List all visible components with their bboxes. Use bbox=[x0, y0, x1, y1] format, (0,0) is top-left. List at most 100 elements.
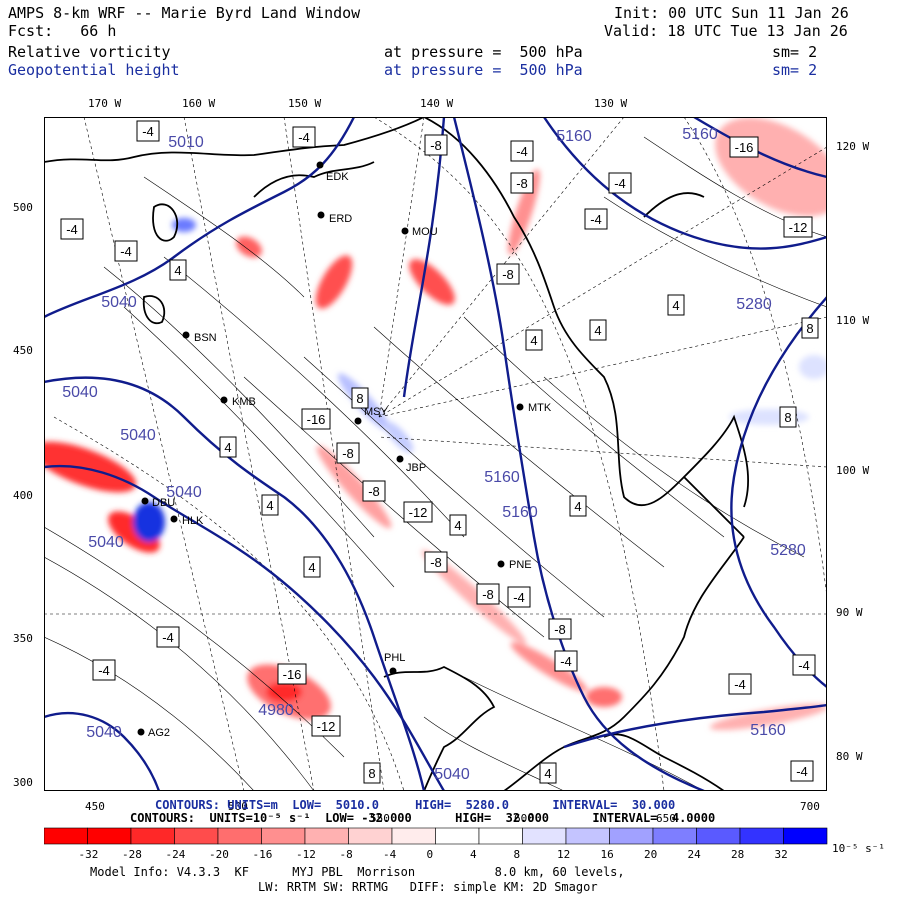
height-label: 5040 bbox=[62, 384, 98, 401]
colorbar-swatch bbox=[130, 827, 175, 845]
vort-label: -4 bbox=[796, 764, 808, 779]
colorbar-swatch bbox=[609, 827, 654, 845]
vort-label: -16 bbox=[283, 667, 302, 682]
colorbar-swatch bbox=[478, 827, 523, 845]
colorbar-tick-label: -16 bbox=[252, 848, 273, 861]
vort-label: -4 bbox=[513, 590, 525, 605]
colorbar-tick-label: -32 bbox=[78, 848, 99, 861]
forecast-hour: Fcst: 66 h bbox=[8, 22, 117, 40]
vort-label: -4 bbox=[120, 244, 132, 259]
vort-label: 8 bbox=[356, 391, 363, 406]
height-label: 5040 bbox=[86, 724, 122, 741]
height-contours bbox=[44, 117, 827, 791]
vort-label: -4 bbox=[560, 654, 572, 669]
vort-label: -4 bbox=[516, 144, 528, 159]
vort-label: -4 bbox=[614, 176, 626, 191]
height-label: 5160 bbox=[682, 126, 718, 143]
station-label: MOU bbox=[412, 226, 438, 238]
height-label: 5280 bbox=[736, 296, 772, 313]
y-tick-label: 450 bbox=[13, 344, 33, 357]
colorbar-swatch bbox=[261, 827, 306, 845]
vort-label: -4 bbox=[66, 222, 78, 237]
vort-label: 8 bbox=[368, 766, 375, 781]
station-label: AG2 bbox=[148, 727, 170, 739]
top-lon-label: 170 W bbox=[88, 97, 122, 110]
height-label: 5010 bbox=[168, 134, 204, 151]
height-label: 4980 bbox=[258, 702, 294, 719]
vort-label: -12 bbox=[789, 220, 808, 235]
colorbar-swatch bbox=[522, 827, 567, 845]
field2-level: at pressure = 500 hPa bbox=[384, 61, 583, 79]
stations: EDK ERD MOU BSN KMB MSY JBP MTK DBU HLK … bbox=[137, 161, 552, 739]
x-tick-label: 500 bbox=[228, 800, 248, 813]
vort-label: -8 bbox=[342, 446, 354, 461]
physics-info: LW: RRTM SW: RRTMG DIFF: simple KM: 2D S… bbox=[258, 880, 598, 894]
colorbar-tick-label: -8 bbox=[339, 848, 353, 861]
colorbar-tick-label: 0 bbox=[426, 848, 434, 861]
product-title: AMPS 8-km WRF -- Marie Byrd Land Window bbox=[8, 4, 361, 22]
colorbar-unit: 10⁻⁵ s⁻¹ bbox=[832, 842, 885, 855]
field1-level: at pressure = 500 hPa bbox=[384, 43, 583, 61]
colorbar-swatch bbox=[739, 827, 784, 845]
coastline bbox=[44, 117, 750, 791]
vort-label: -12 bbox=[409, 505, 428, 520]
x-tick-label: 450 bbox=[85, 800, 105, 813]
height-contour-info: CONTOURS: UNITS=m LOW= 5010.0 HIGH= 5280… bbox=[155, 798, 676, 812]
colorbar-tick-label: 20 bbox=[644, 848, 658, 861]
vort-label: 4 bbox=[266, 498, 273, 513]
vort-label: -4 bbox=[298, 130, 310, 145]
vort-label: 4 bbox=[594, 323, 601, 338]
colorbar-tick-label: -12 bbox=[296, 848, 316, 861]
station-label: BSN bbox=[194, 332, 217, 344]
y-tick-label: 400 bbox=[13, 489, 33, 502]
field1-smoothing: sm= 2 bbox=[772, 43, 818, 61]
field1-name: Relative vorticity bbox=[8, 43, 171, 61]
right-lon-label: 100 W bbox=[836, 464, 870, 477]
height-label: 5040 bbox=[101, 294, 137, 311]
vort-label: -8 bbox=[516, 176, 528, 191]
vort-label: 4 bbox=[308, 560, 315, 575]
vort-label: -4 bbox=[798, 658, 810, 673]
station-label: PHL bbox=[384, 652, 405, 664]
colorbar-tick-label: 12 bbox=[557, 848, 571, 861]
vort-label: -4 bbox=[142, 124, 154, 139]
colorbar-tick-label: 32 bbox=[774, 848, 788, 861]
colorbar-swatch bbox=[391, 827, 436, 845]
vort-label: -8 bbox=[430, 555, 442, 570]
height-label: 5040 bbox=[120, 427, 156, 444]
vort-label: 4 bbox=[544, 766, 551, 781]
top-lon-label: 150 W bbox=[288, 97, 322, 110]
colorbar-swatch bbox=[348, 827, 393, 845]
vorticity-contour-info: CONTOURS: UNITS=10⁻⁵ s⁻¹ LOW= -32.000 HI… bbox=[130, 811, 716, 825]
colorbar-tick-label: 4 bbox=[470, 848, 477, 861]
vort-label: 4 bbox=[224, 440, 231, 455]
vorticity-shading bbox=[44, 117, 827, 731]
vort-label: 4 bbox=[174, 263, 181, 278]
colorbar-tick-label: -20 bbox=[209, 848, 229, 861]
height-labels: 5010 5040 5040 5040 5040 5040 5160 5160 … bbox=[62, 126, 806, 783]
vort-label: -16 bbox=[735, 140, 754, 155]
right-lon-label: 80 W bbox=[836, 750, 863, 763]
init-time: Init: 00 UTC Sun 11 Jan 26 bbox=[614, 4, 849, 22]
height-label: 5280 bbox=[770, 542, 806, 559]
model-info: Model Info: V4.3.3 KF MYJ PBL Morrison 8… bbox=[90, 865, 625, 879]
x-tick-label: 700 bbox=[800, 800, 820, 813]
station-label: ERD bbox=[329, 213, 352, 225]
height-label: 5040 bbox=[434, 766, 470, 783]
field2-smoothing: sm= 2 bbox=[772, 61, 818, 79]
valid-time: Valid: 18 UTC Tue 13 Jan 26 bbox=[604, 22, 848, 40]
colorbar-tick-label: -4 bbox=[383, 848, 397, 861]
station-label: KMB bbox=[232, 396, 256, 408]
colorbar-swatch bbox=[696, 827, 741, 845]
x-tick-label: 550 bbox=[370, 812, 390, 825]
vort-label: -8 bbox=[430, 138, 442, 153]
top-lon-label: 130 W bbox=[594, 97, 628, 110]
height-label: 5160 bbox=[556, 128, 592, 145]
colorbar-swatch bbox=[87, 827, 132, 845]
map-panel: -4 -4 -4 -4 -8 -4 -8 -8 -4 -4 -12 -16 -1… bbox=[44, 117, 827, 791]
colorbar-tick-label: -28 bbox=[122, 848, 142, 861]
colorbar-tick-label: 16 bbox=[600, 848, 614, 861]
vort-label: 8 bbox=[784, 410, 791, 425]
vort-label: -4 bbox=[590, 212, 602, 227]
station-label: JBP bbox=[406, 462, 426, 474]
